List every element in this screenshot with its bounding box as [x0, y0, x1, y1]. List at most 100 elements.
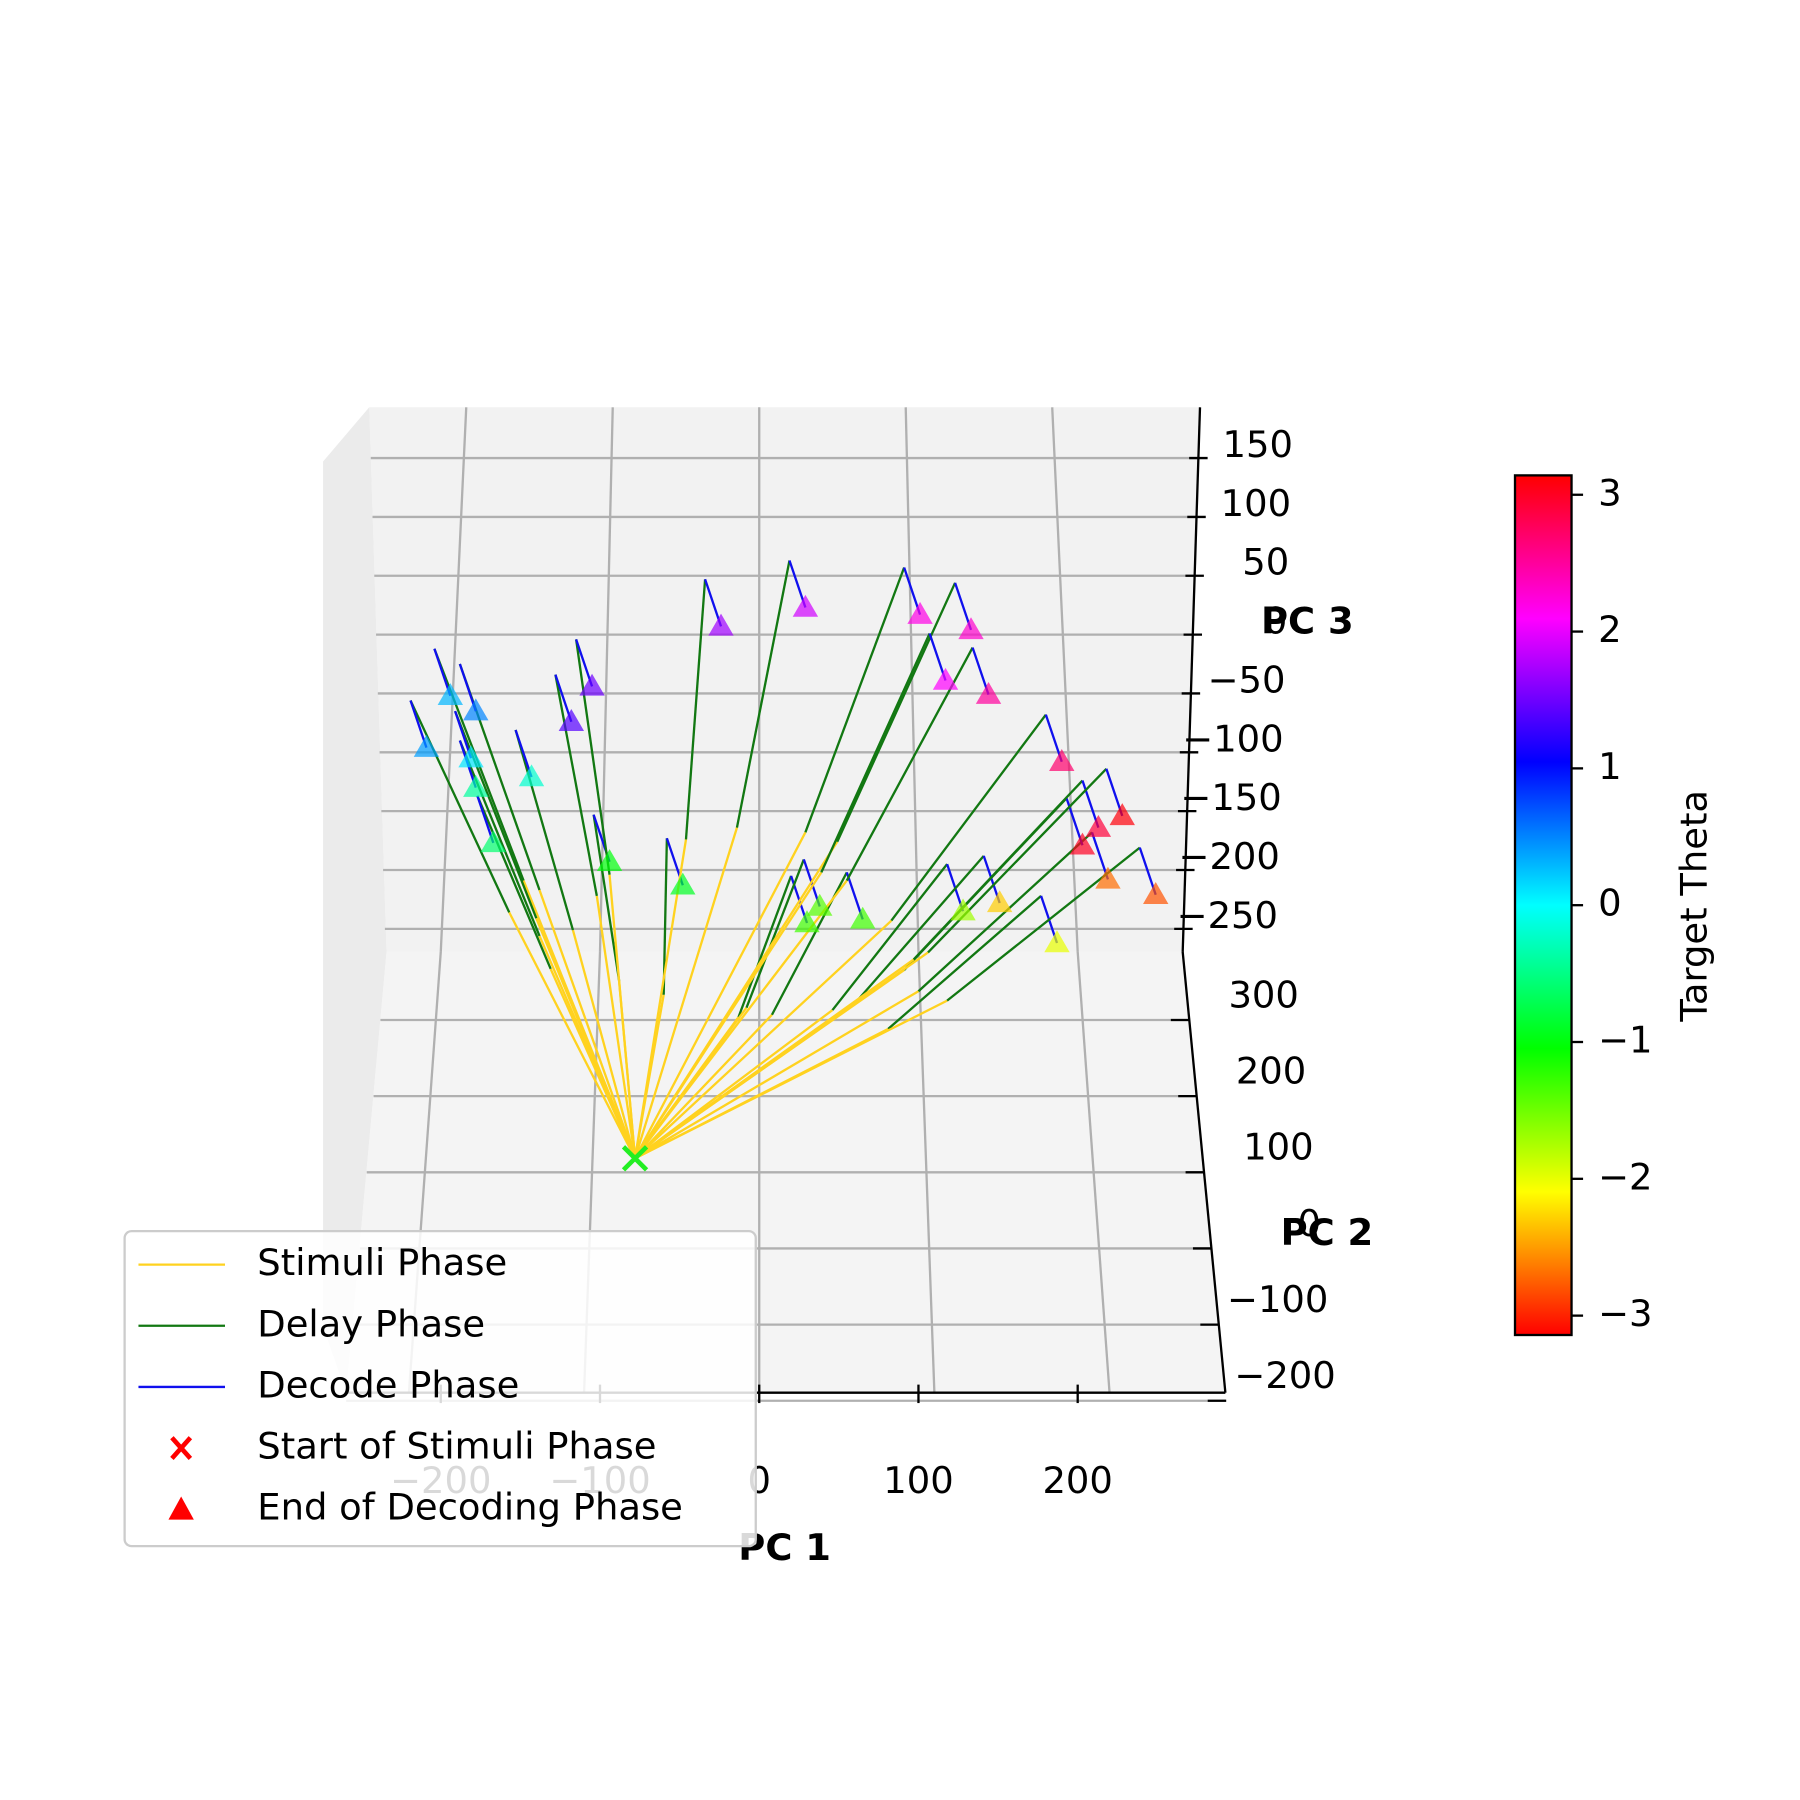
stimuli-line — [538, 889, 637, 1159]
legend-label: Start of Stimuli Phase — [257, 1425, 656, 1468]
delay-line — [458, 740, 541, 937]
stimuli-line — [634, 831, 807, 1159]
z-tick-label: 0 — [1264, 600, 1287, 643]
end-marker — [1085, 814, 1112, 837]
delay-line — [514, 729, 575, 931]
colorbar-tick-label: −3 — [1598, 1292, 1652, 1335]
end-marker — [579, 673, 605, 696]
end-marker — [950, 898, 976, 921]
delay-line — [836, 582, 957, 843]
delay-line — [831, 863, 949, 1011]
stimuli-line — [571, 929, 637, 1159]
delay-line — [927, 767, 1108, 954]
back-pane — [369, 407, 1200, 952]
z-tick-label: −150 — [1180, 776, 1281, 819]
delay-line — [684, 579, 707, 840]
z-tick-label: −250 — [1177, 894, 1278, 937]
stimuli-line — [508, 911, 637, 1159]
stimuli-line — [549, 968, 637, 1159]
delay-line — [737, 875, 793, 1018]
z-tick-label: −100 — [1182, 717, 1283, 760]
plot-data — [409, 560, 1169, 1172]
end-marker — [975, 681, 1002, 704]
end-marker — [413, 734, 440, 757]
y-tick-label: 300 — [1228, 973, 1298, 1016]
end-marker — [458, 745, 484, 768]
axes: −200 −100 0 100 200 150 100 50 0 −50 −100 −150 −200 −… — [390, 423, 1336, 1502]
end-marker — [850, 906, 876, 929]
delay-line — [574, 639, 611, 875]
end-marker — [558, 709, 585, 731]
colorbar-label: Target Theta — [1673, 790, 1716, 1023]
z-axis-line — [1181, 407, 1202, 952]
stimuli-line — [634, 1013, 773, 1160]
end-marker — [463, 698, 489, 721]
colorbar-tick-label: −2 — [1598, 1155, 1652, 1198]
colorbar-tick-label: 1 — [1598, 745, 1621, 788]
delay-line — [912, 779, 1084, 961]
y-tick-label: −200 — [1234, 1354, 1335, 1397]
end-marker — [958, 617, 984, 640]
y-axis-label: PC 2 — [1281, 1211, 1374, 1254]
legend — [123, 1229, 757, 1548]
stimuli-line — [595, 895, 637, 1159]
end-marker — [1109, 803, 1135, 826]
end-marker — [1044, 930, 1070, 953]
colorbar — [1513, 474, 1573, 1337]
delay-line — [745, 858, 805, 1009]
legend-label: Stimuli Phase — [257, 1241, 507, 1284]
legend-swatch — [168, 1496, 194, 1520]
delay-line — [852, 855, 985, 1007]
delay-line — [735, 560, 791, 828]
x-tick-label: 200 — [1042, 1459, 1112, 1502]
delay-line — [592, 814, 621, 981]
end-marker — [986, 890, 1013, 913]
x-tick-label: 100 — [883, 1459, 953, 1502]
end-marker — [480, 830, 507, 853]
legend-label: Delay Phase — [257, 1302, 485, 1345]
z-tick-label: −200 — [1179, 835, 1280, 878]
end-marker — [792, 594, 819, 617]
end-marker — [1069, 832, 1096, 855]
colorbar-tick-label: 2 — [1598, 608, 1621, 651]
end-marker — [1143, 882, 1169, 904]
end-marker — [932, 667, 959, 690]
legend-swatch — [170, 1436, 193, 1460]
end-marker — [437, 683, 464, 706]
grid-line — [1051, 407, 1079, 952]
end-marker — [794, 910, 820, 933]
z-axis-label: PC 3 — [1261, 600, 1354, 643]
grid-line — [439, 407, 468, 952]
stimuli-line — [634, 951, 929, 1160]
stimuli-line — [634, 999, 948, 1160]
legend-label: Decode Phase — [257, 1363, 519, 1406]
end-marker — [463, 774, 489, 797]
colorbar-tick-label: 3 — [1598, 471, 1621, 514]
colorbar-tick-label: 0 — [1598, 882, 1621, 925]
stimuli-line — [633, 827, 739, 1159]
stimuli-line — [634, 919, 893, 1160]
end-marker — [1095, 866, 1121, 889]
z-tick-label: 50 — [1242, 541, 1289, 584]
end-marker — [518, 764, 545, 787]
delay-line — [454, 710, 538, 919]
colorbar-tick-label: −1 — [1598, 1019, 1652, 1062]
y-tick-label: 200 — [1236, 1050, 1306, 1093]
end-marker — [1049, 749, 1075, 771]
z-tick-label: 150 — [1223, 423, 1293, 466]
side-pane — [323, 407, 387, 1393]
y-tick-label: 100 — [1243, 1126, 1313, 1169]
delay-line — [890, 713, 1047, 922]
end-marker — [907, 601, 933, 624]
stimuli-line — [608, 874, 637, 1159]
delay-line — [804, 567, 906, 833]
delay-line — [887, 895, 1042, 1030]
legend-entries: Stimuli Phase Delay Phase Decode Phase Star… — [138, 1241, 683, 1529]
delay-line — [820, 632, 931, 873]
legend-label: End of Decoding Phase — [257, 1486, 683, 1529]
z-tick-label: 100 — [1221, 482, 1291, 525]
delay-line — [476, 795, 552, 970]
end-marker — [807, 893, 833, 916]
stimuli-line — [634, 990, 920, 1160]
